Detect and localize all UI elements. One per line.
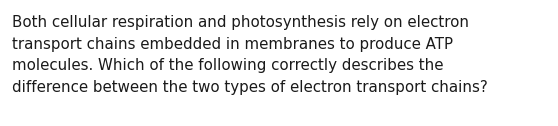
Text: Both cellular respiration and photosynthesis rely on electron
transport chains e: Both cellular respiration and photosynth… — [12, 15, 488, 95]
